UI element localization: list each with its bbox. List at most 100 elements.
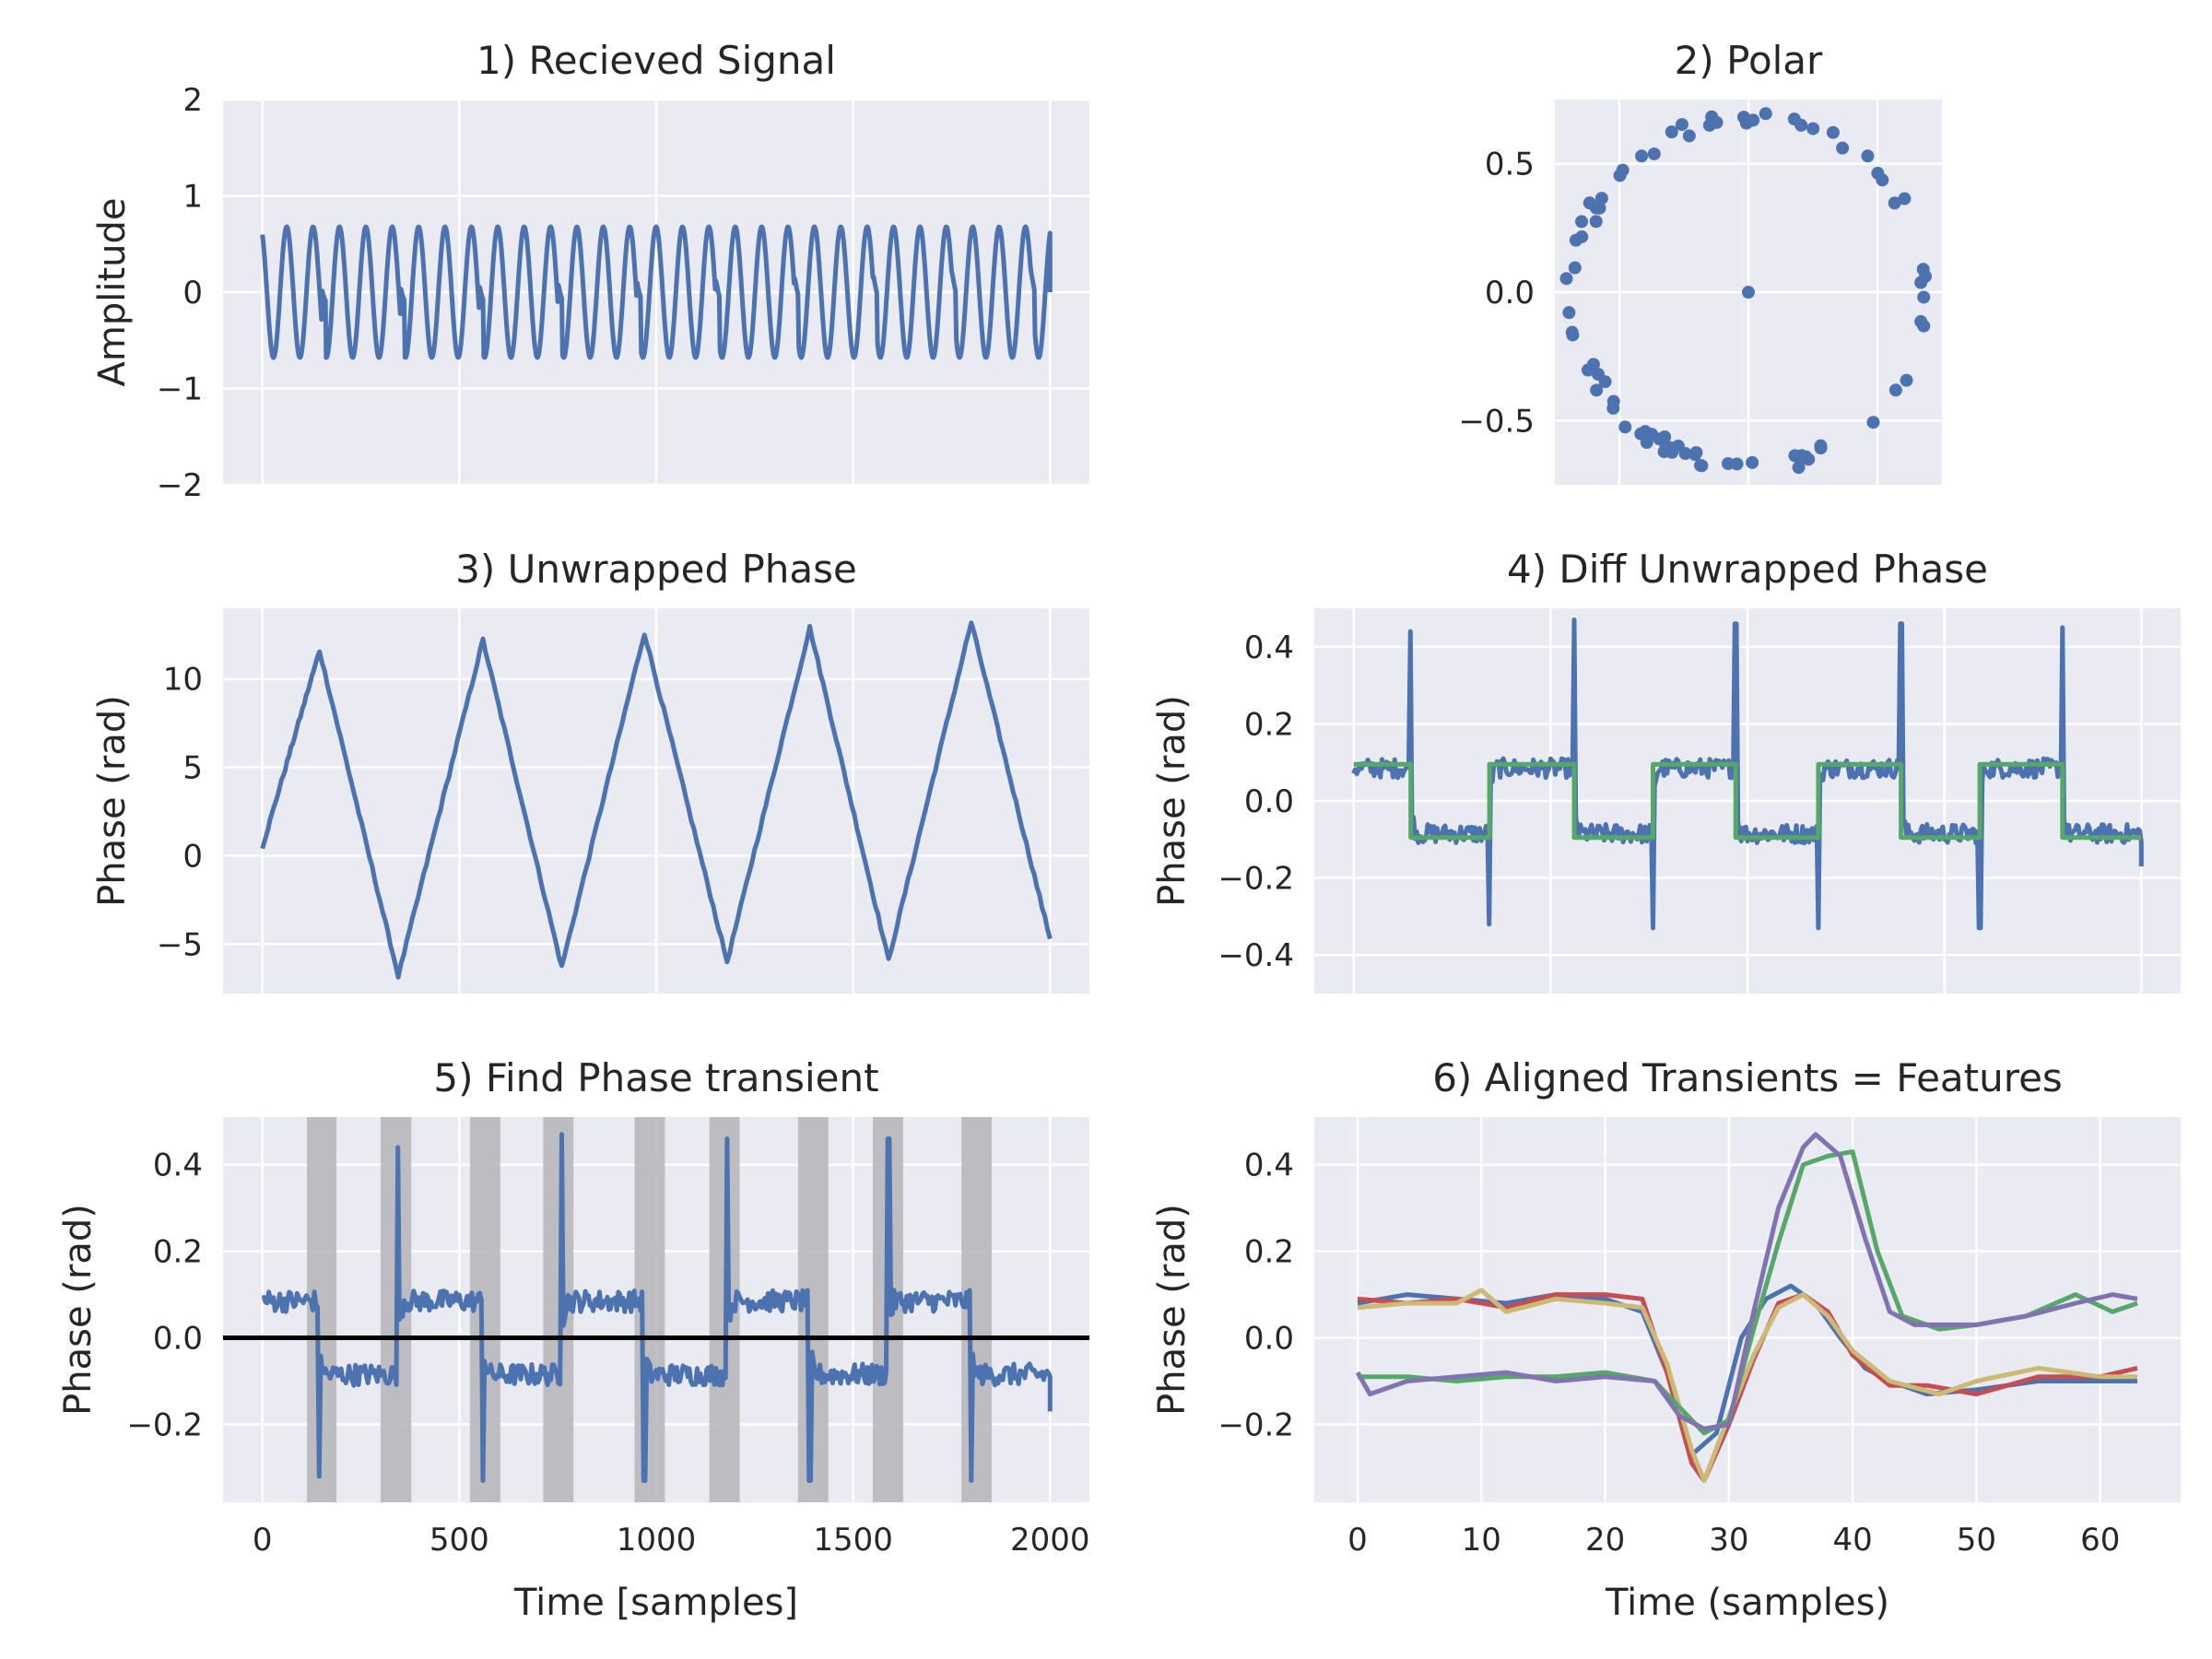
y-tick-label: −0.5 (1458, 403, 1535, 440)
iq-point (1746, 455, 1759, 469)
iq-point (1618, 420, 1632, 434)
iq-point (1665, 125, 1678, 139)
x-tick-label: 1000 (617, 1522, 697, 1559)
x-axis-label: Time [samples] (513, 1582, 798, 1624)
transient-line-purple (1355, 1132, 2138, 1431)
x-tick-label: 0 (253, 1522, 273, 1559)
phase-line (260, 620, 1053, 980)
iq-point (1559, 272, 1573, 286)
x-tick-label: 20 (1585, 1522, 1625, 1559)
series (1559, 107, 1932, 475)
x-tick-label: 40 (1833, 1522, 1873, 1559)
y-tick-label: 5 (182, 750, 203, 787)
iq-point (1688, 448, 1702, 462)
y-tick-label: 0.0 (153, 1321, 203, 1358)
iq-point (1593, 201, 1606, 215)
panel-unwrapped-phase: −5 0 5 10 3) Unwrapped Phase Phase (rad) (91, 547, 1089, 994)
x-tick-label: 50 (1957, 1522, 1996, 1559)
panel-polar: −0.5 0.0 0.5 2) Polar (1458, 38, 1942, 485)
iq-point (1861, 149, 1875, 163)
panel-aligned-transients: −0.2 0.0 0.2 0.4 0 10 20 30 40 50 60 6) Aligned Tr… (1151, 1055, 2181, 1624)
series (261, 1132, 1053, 1483)
iq-point (1814, 441, 1828, 455)
x-tick-label: 30 (1709, 1522, 1748, 1559)
grid (223, 98, 1089, 487)
iq-point (1747, 113, 1760, 127)
iq-point (1792, 461, 1806, 475)
y-tick-label: 10 (163, 662, 203, 699)
series (260, 620, 1053, 980)
y-tick-label: 0 (182, 838, 203, 875)
square-fit-line (1353, 761, 2142, 841)
series (260, 224, 1053, 360)
y-axis-label: Phase (rad) (1151, 695, 1194, 907)
y-tick-label: −0.2 (1218, 1406, 1294, 1443)
x-tick-label: 500 (429, 1522, 489, 1559)
ticks: −5 0 5 10 (157, 662, 203, 964)
iq-point (1705, 110, 1719, 124)
iq-point (1888, 196, 1901, 210)
iq-point (1836, 141, 1850, 155)
iq-point (1900, 373, 1913, 387)
iq-point (1917, 290, 1931, 304)
grid (1314, 608, 2181, 994)
iq-point (1866, 416, 1880, 429)
y-tick-label: −1 (157, 371, 203, 408)
panel-title: 4) Diff Unwrapped Phase (1507, 547, 1988, 592)
signal-line (260, 224, 1053, 360)
iq-point (1794, 449, 1808, 463)
x-tick-label: 0 (1347, 1522, 1368, 1559)
y-axis-label: Phase (rad) (1151, 1204, 1194, 1416)
y-tick-label: −0.4 (1218, 937, 1294, 974)
grid (1314, 1117, 2181, 1502)
series (1355, 1132, 2138, 1483)
iq-point (1647, 147, 1661, 160)
y-tick-label: 0.0 (1244, 783, 1294, 820)
y-axis-label: Amplitude (91, 198, 134, 387)
panel-received-signal: −2 −1 0 1 2 1) Recieved Signal Amplitude (91, 38, 1089, 504)
panel-find-phase-transient: −0.2 0.0 0.2 0.4 0 500 1000 1500 2000 5) Find Ph… (57, 1055, 1090, 1624)
iq-point (1575, 215, 1589, 229)
panel-title: 5) Find Phase transient (433, 1055, 878, 1100)
panel-title: 1) Recieved Signal (477, 38, 836, 83)
iq-point (1589, 215, 1603, 229)
ticks: −0.2 0.0 0.2 0.4 0 10 20 30 40 50 60 (1218, 1147, 2120, 1559)
y-tick-label: 2 (182, 82, 203, 119)
y-tick-label: 0.5 (1485, 147, 1535, 183)
y-tick-label: 1 (182, 179, 203, 216)
iq-point (1635, 149, 1649, 163)
iq-point (1598, 375, 1612, 389)
iq-point (1914, 276, 1928, 289)
x-tick-label: 10 (1462, 1522, 1501, 1559)
iq-point (1917, 319, 1931, 333)
panel-title: 2) Polar (1675, 38, 1823, 83)
x-tick-label: 2000 (1010, 1522, 1090, 1559)
iq-point (1569, 233, 1583, 247)
y-tick-label: 0.4 (153, 1147, 203, 1184)
iq-point (1664, 441, 1677, 454)
y-tick-label: −5 (157, 926, 203, 963)
phase-diff-line (261, 1132, 1053, 1483)
iq-point (1675, 118, 1688, 132)
iq-point (1695, 459, 1709, 473)
iq-point (1606, 394, 1620, 408)
y-tick-label: 0.4 (1244, 629, 1294, 666)
iq-point (1806, 122, 1820, 135)
transient-window (961, 1117, 993, 1502)
x-tick-label: 1500 (813, 1522, 893, 1559)
iq-point (1826, 125, 1840, 139)
panel-title: 6) Aligned Transients = Features (1432, 1055, 2063, 1100)
y-tick-label: 0.2 (1244, 1234, 1294, 1271)
iq-point (1640, 436, 1653, 450)
y-tick-label: 0.0 (1244, 1321, 1294, 1358)
iq-point (1568, 261, 1582, 275)
iq-point (1562, 306, 1576, 320)
y-tick-label: −0.2 (1218, 861, 1294, 898)
iq-point (1759, 107, 1772, 121)
panel-title: 3) Unwrapped Phase (455, 547, 857, 592)
x-tick-label: 60 (2080, 1522, 2120, 1559)
iq-point (1871, 166, 1885, 180)
ticks: −0.2 0.0 0.2 0.4 0 500 1000 1500 2000 (126, 1147, 1089, 1559)
iq-point (1742, 286, 1755, 299)
